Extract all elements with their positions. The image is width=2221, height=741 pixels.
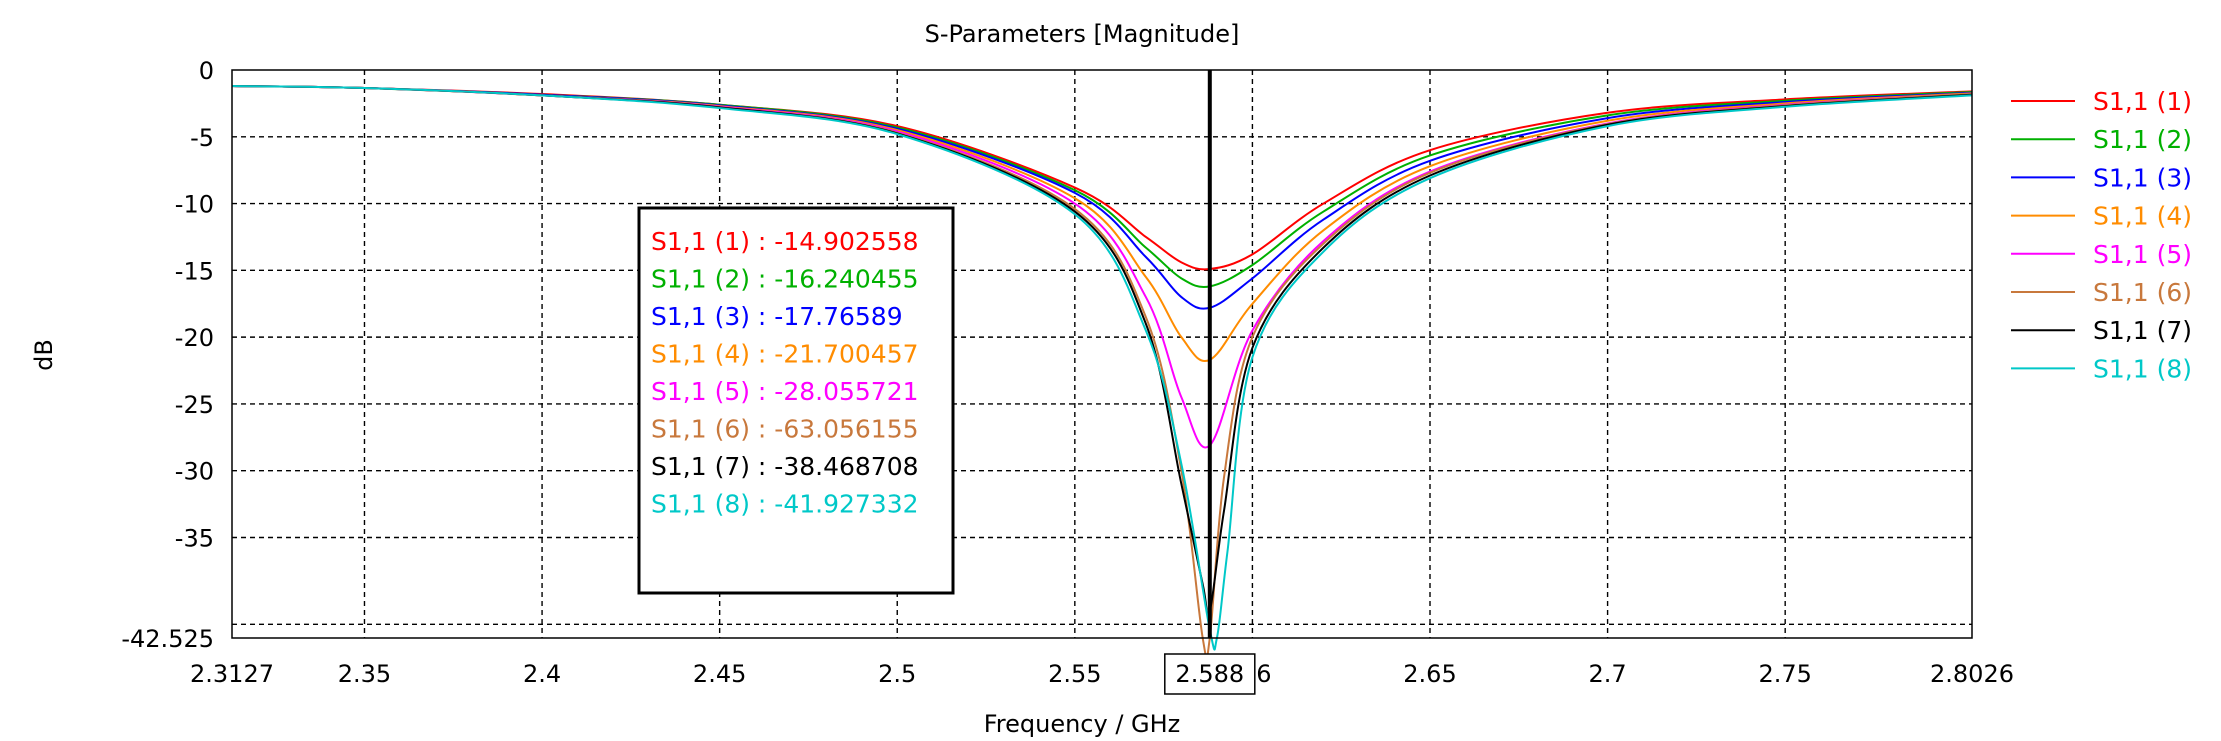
marker-value-7: S1,1 (7) : -38.468708 xyxy=(651,452,919,481)
legend-label-2: S1,1 (2) xyxy=(2093,125,2192,154)
y-tick-label: -35 xyxy=(175,524,214,552)
y-axis-label: dB xyxy=(30,339,58,371)
y-tick-label: -42.525 xyxy=(121,625,214,653)
legend-label-1: S1,1 (1) xyxy=(2093,87,2192,116)
marker-tick-box xyxy=(1164,653,1256,695)
plot-border xyxy=(231,69,1973,639)
y-tick-labels: 0 -5 -10 -15 -20 -25 -30 -35 -42.525 xyxy=(121,57,214,653)
legend-label-5: S1,1 (5) xyxy=(2093,240,2192,269)
marker-value-2: S1,1 (2) : -16.240455 xyxy=(651,265,919,294)
marker-value-4: S1,1 (4) : -21.700457 xyxy=(651,340,919,369)
x-tick-label: 2.8026 xyxy=(1930,660,2014,688)
legend-label-4: S1,1 (4) xyxy=(2093,202,2192,231)
series-line-5 xyxy=(231,85,1973,449)
marker-value-8: S1,1 (8) : -41.927332 xyxy=(651,490,919,519)
series-line-7 xyxy=(231,85,1973,616)
y-tick-label: -20 xyxy=(175,324,214,352)
marker-value-3: S1,1 (3) : -17.76589 xyxy=(651,302,903,331)
x-tick-label: 2.55 xyxy=(1048,660,1101,688)
marker-value-6: S1,1 (6) : -63.056155 xyxy=(651,415,919,444)
y-tick-label: -15 xyxy=(175,257,214,285)
y-tick-label: -25 xyxy=(175,391,214,419)
marker-value-1: S1,1 (1) : -14.902558 xyxy=(651,227,919,256)
x-tick-label: 2.35 xyxy=(338,660,391,688)
x-tick-label: 2.75 xyxy=(1758,660,1811,688)
x-tick-label: 2.45 xyxy=(693,660,746,688)
value-box-border xyxy=(637,206,955,595)
x-axis-label: Frequency / GHz xyxy=(984,710,1181,738)
marker-value-box: S1,1 (1) : -14.902558 S1,1 (2) : -16.2404… xyxy=(637,206,955,595)
x-tick-labels: 2.31272.352.42.452.52.552.62.652.72.752.… xyxy=(190,653,2014,695)
legend-label-3: S1,1 (3) xyxy=(2093,163,2192,192)
y-tick-label: -5 xyxy=(190,124,214,152)
series-line-3 xyxy=(231,85,1973,310)
x-tick-label: 2.4 xyxy=(523,660,561,688)
x-tick-label: 2.5 xyxy=(878,660,916,688)
legend-label-8: S1,1 (8) xyxy=(2093,354,2192,383)
marker-value-5: S1,1 (5) : -28.055721 xyxy=(651,377,919,406)
plot-frame xyxy=(231,69,1973,639)
legend-label-7: S1,1 (7) xyxy=(2093,316,2192,345)
y-tick-label: 0 xyxy=(199,57,214,85)
series-line-8 xyxy=(231,85,1973,651)
y-tick-label: -30 xyxy=(175,458,214,486)
legend: S1,1 (1) S1,1 (2) S1,1 (3) S1,1 (4) S1,1 (5)… xyxy=(2011,87,2192,383)
x-tick-label: 2.7 xyxy=(1589,660,1627,688)
legend-label-6: S1,1 (6) xyxy=(2093,278,2192,307)
x-tick-label: 2.3127 xyxy=(190,660,274,688)
y-tick-label: -10 xyxy=(175,191,214,219)
series-group xyxy=(231,85,1973,660)
series-line-6 xyxy=(231,85,1973,660)
marker-tick-label: 2.588 xyxy=(1175,660,1244,688)
series-line-2 xyxy=(231,85,1973,288)
x-tick-label: 2.65 xyxy=(1403,660,1456,688)
series-line-4 xyxy=(231,85,1973,363)
chart-title: S-Parameters [Magnitude] xyxy=(925,20,1240,48)
grid xyxy=(232,70,1972,638)
